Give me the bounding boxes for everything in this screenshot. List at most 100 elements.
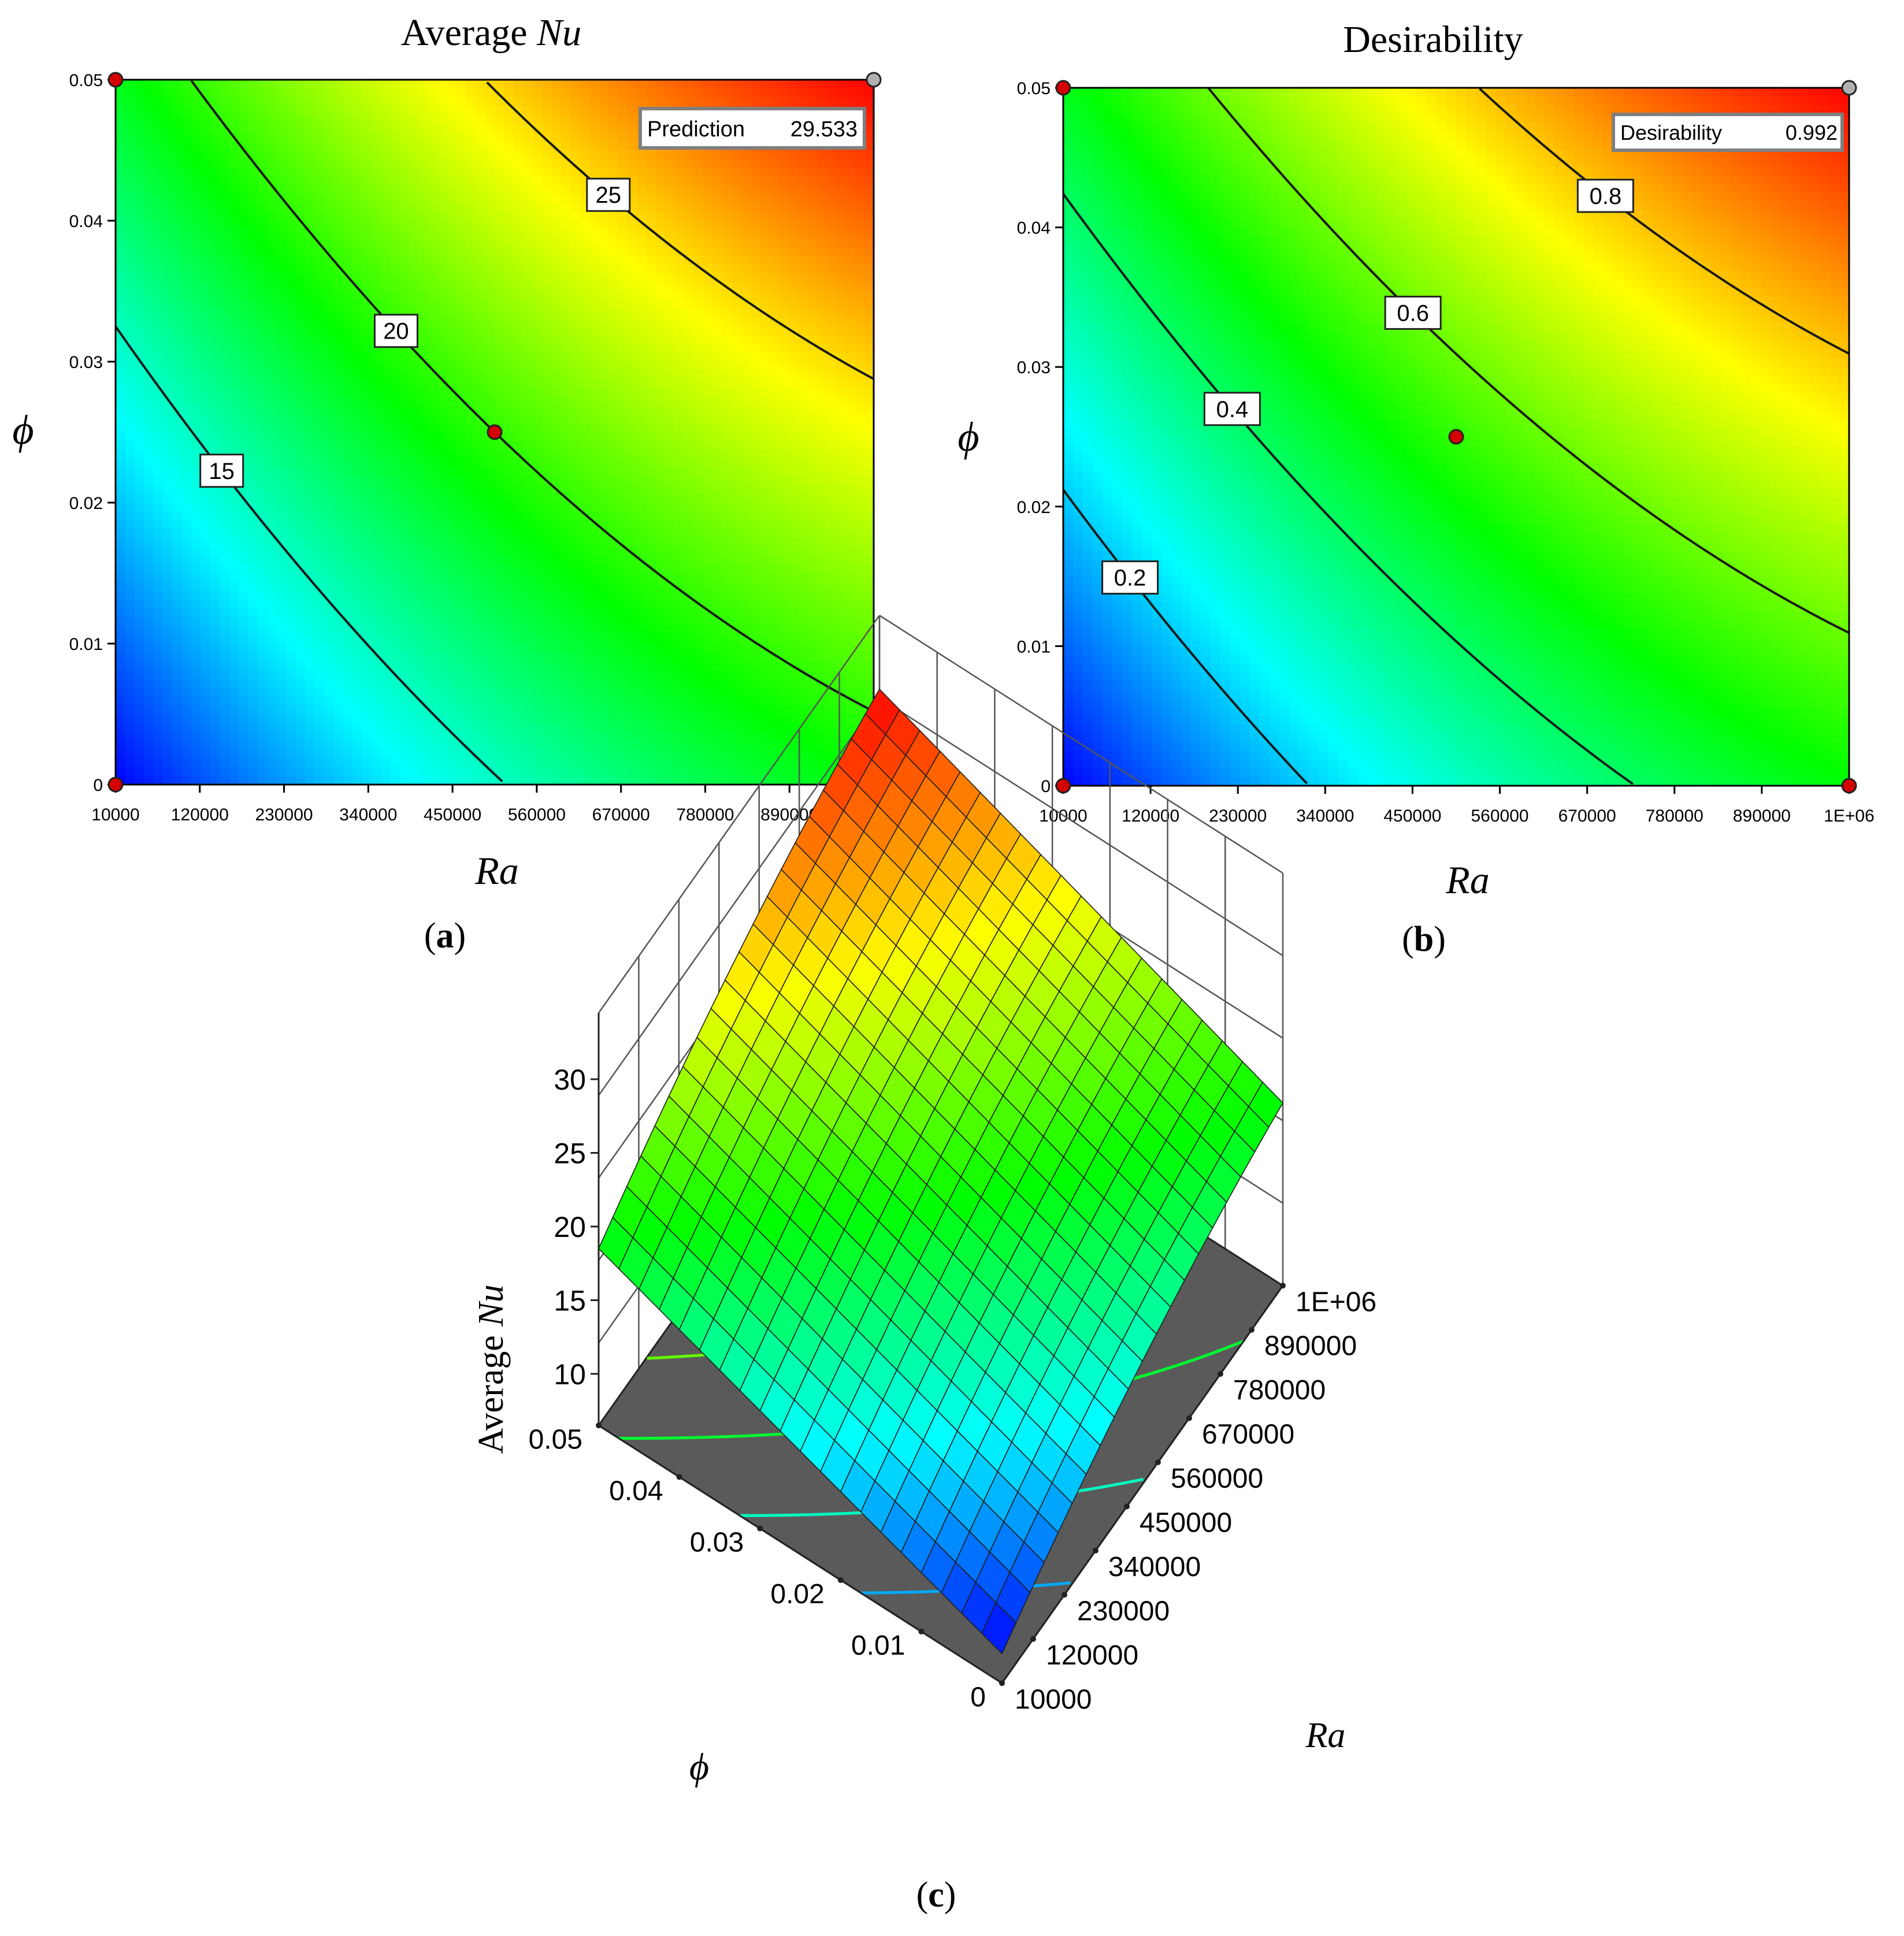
panel-a-xtick-2: 230000 (255, 805, 313, 824)
panel-a-contour-0 (114, 325, 503, 782)
panel-a-xtick-6: 670000 (592, 805, 650, 824)
panel-c: 10 15 20 25 30 0 0.01 0.02 0.03 0.04 0.05 10000 1200… (472, 615, 1376, 1915)
panel-a: Average Nu 15 20 25 10000 120000 230000 34000… (12, 12, 899, 956)
panel-b-contour-label-1: 0.4 (1203, 392, 1261, 426)
panel-a-ytick-5: 0.05 (69, 71, 103, 90)
panel-b-design-points (1055, 80, 1857, 794)
panel-c-ra-label: Ra (1305, 1716, 1346, 1755)
panel-c-ratick-2: 230000 (1077, 1596, 1170, 1626)
panel-a-prediction-value: 29.533 (790, 117, 858, 142)
panel-c-phitick-5: 0.05 (529, 1424, 582, 1455)
panel-b-xtick-5: 560000 (1471, 807, 1529, 826)
panel-a-contours: 15 20 25 (114, 80, 874, 782)
panel-c-ratick-6: 670000 (1202, 1420, 1294, 1450)
panel-a-plot-frame (114, 79, 875, 786)
panel-a-contour-2 (486, 81, 874, 380)
panel-c-ztick-3: 25 (554, 1138, 586, 1170)
panel-c-ztick-2: 20 (554, 1211, 586, 1243)
panel-a-caption: (a) (424, 916, 466, 956)
panel-b: Desirability 0.20.40.60.8 10000120000230… (957, 18, 1874, 959)
panel-a-xtick-4: 450000 (424, 805, 481, 824)
panel-b-design-point-2 (1841, 778, 1857, 794)
panel-b-contour-3 (1479, 88, 1850, 355)
panel-c-zlabel: Average Nu (472, 1284, 511, 1454)
panel-c-phitick-0: 0 (970, 1682, 986, 1712)
panel-a-xtick-7: 780000 (676, 805, 734, 824)
panel-b-design-point-0 (1055, 778, 1071, 794)
panel-a-contour-label-2: 25 (586, 177, 631, 212)
panel-c-ratick-3: 340000 (1108, 1552, 1201, 1582)
panel-c-phitick-3: 0.03 (690, 1528, 744, 1558)
panel-a-ytick-0: 0 (93, 776, 103, 795)
panel-a-xtick-3: 340000 (339, 805, 397, 824)
panel-b-xtick-7: 780000 (1646, 807, 1703, 826)
panel-c-ratick-7: 780000 (1233, 1375, 1326, 1406)
panel-b-xtick-6: 670000 (1558, 807, 1616, 826)
panel-c-ratick-1: 120000 (1046, 1640, 1138, 1671)
panel-c-ratick-8: 890000 (1264, 1331, 1357, 1362)
panel-c-phi-label: ϕ (689, 1746, 709, 1788)
panel-b-xtick-2: 230000 (1209, 807, 1267, 826)
panel-c-ratick-0: 10000 (1015, 1684, 1092, 1715)
panel-a-design-point-3 (866, 72, 882, 88)
panel-a-prediction-box: Prediction 29.533 (639, 107, 866, 150)
panel-b-ytick-1: 0.01 (1017, 637, 1051, 656)
panel-b-caption: (b) (1402, 920, 1446, 959)
panel-c-caption: (c) (916, 1875, 956, 1915)
panel-a-ytick-3: 0.03 (69, 353, 103, 372)
panel-b-contour-1 (1062, 193, 1634, 785)
panel-b-plot-frame (1062, 87, 1850, 787)
panel-b-ytick-0: 0 (1041, 777, 1051, 796)
panel-a-xtick-0: 10000 (91, 805, 139, 824)
panel-c-ztick-0: 10 (554, 1358, 586, 1391)
panel-b-design-point-4 (1448, 429, 1464, 445)
panel-c-ratick-5: 560000 (1171, 1463, 1263, 1494)
panel-b-contour-label-0: 0.2 (1101, 560, 1159, 595)
panel-b-ticks: 1000012000023000034000045000056000067000… (1017, 79, 1875, 826)
panel-a-ytick-2: 0.02 (69, 494, 103, 513)
panel-a-design-point-1 (107, 72, 124, 88)
panel-b-ytick-4: 0.04 (1017, 219, 1051, 238)
panel-a-prediction-label: Prediction (647, 117, 745, 142)
panel-a-xlabel: Ra (474, 849, 519, 893)
panel-b-contour-2 (1208, 87, 1850, 634)
panel-a-design-point-4 (487, 424, 503, 440)
panel-b-ylabel: ϕ (957, 414, 979, 460)
panel-a-title: Average Nu (401, 12, 581, 54)
panel-c-phitick-4: 0.04 (609, 1476, 663, 1506)
panel-b-xtick-8: 890000 (1733, 807, 1791, 826)
panel-c-axes: 10 15 20 25 30 0 0.01 0.02 0.03 0.04 0.05 10000 1200… (529, 1013, 1376, 1715)
panel-b-ytick-5: 0.05 (1017, 79, 1051, 98)
panel-b-design-point-3 (1841, 80, 1857, 96)
panel-b-xlabel: Ra (1445, 858, 1490, 902)
panel-a-ytick-4: 0.04 (69, 212, 103, 231)
panel-c-phitick-1: 0.01 (851, 1630, 905, 1661)
panel-b-ytick-2: 0.02 (1017, 498, 1051, 517)
panel-c-surface (598, 688, 1283, 1655)
panel-a-xtick-1: 120000 (171, 805, 229, 824)
panel-c-ztick-1: 15 (554, 1285, 586, 1317)
panel-b-heatmap (1063, 88, 1849, 786)
panel-c-ratick-4: 450000 (1140, 1507, 1232, 1538)
panel-c-ratick-9: 1E+06 (1296, 1287, 1376, 1317)
panel-b-ytick-3: 0.03 (1017, 358, 1051, 377)
panel-b-design-point-1 (1055, 80, 1071, 96)
panel-b-title: Desirability (1343, 18, 1523, 61)
panel-b-xtick-9: 1E+06 (1824, 807, 1875, 826)
panel-b-xtick-4: 450000 (1383, 807, 1441, 826)
panel-b-xtick-1: 120000 (1122, 807, 1179, 826)
panel-a-ytick-1: 0.01 (69, 635, 103, 654)
panel-a-design-point-0 (107, 776, 124, 793)
panel-b-xtick-3: 340000 (1296, 807, 1354, 826)
panel-b-contours: 0.2 0.4 0.6 0.8 (1062, 87, 1850, 785)
panel-a-contour-label-0: 15 (199, 454, 244, 488)
panel-c-ztick-4: 30 (554, 1064, 586, 1096)
panel-b-desirability-value: 0.992 (1786, 121, 1838, 144)
panel-b-desirability-label: Desirability (1620, 121, 1722, 144)
panel-a-ylabel: ϕ (12, 407, 34, 453)
panel-b-contour-label-3: 0.8 (1576, 179, 1634, 213)
panel-b-desirability-box: Desirability 0.992 (1612, 113, 1844, 152)
panel-a-contour-1 (190, 80, 874, 713)
panel-b-contour-label-2: 0.6 (1384, 295, 1442, 330)
